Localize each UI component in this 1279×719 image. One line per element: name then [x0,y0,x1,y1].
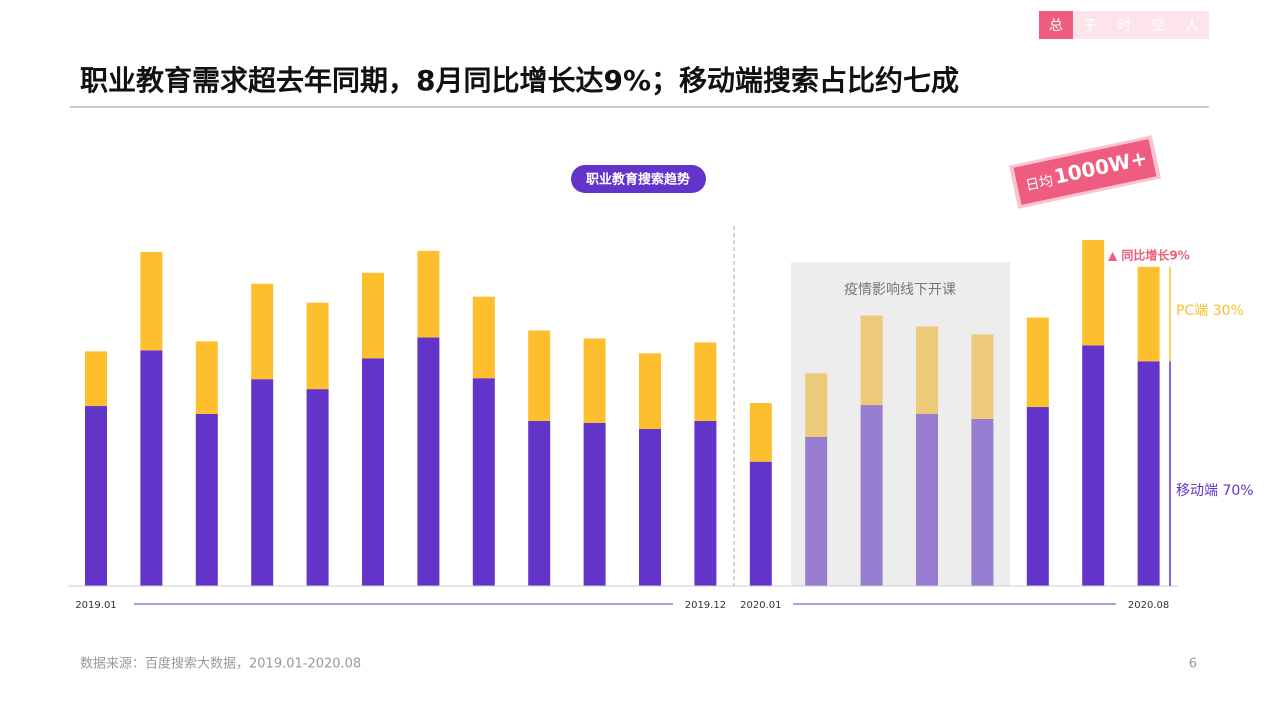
shaded-label: 疫情影响线下开课 [844,282,956,298]
chart-title: 职业教育搜索趋势 [586,172,690,188]
bars [85,239,1160,586]
bar-segment [472,296,495,379]
brand-tab [1039,11,1073,39]
bar-segment [749,403,772,462]
bar-segment [1137,361,1160,586]
bar-segment [1026,407,1049,586]
bar-segment [362,358,384,586]
x-tick-label: 2020.01 [740,600,781,611]
badge-box [1013,139,1157,205]
brand: 总子时空人 [1039,11,1209,39]
bar-segment [85,406,107,586]
page-number: 6 [1189,657,1197,672]
bar-segment [195,341,218,414]
bar-segment [860,405,883,586]
growth-label: ▲ 同比增长9% [1108,248,1190,263]
brand-letter: 子 [1083,18,1097,34]
badge-prefix: 日均 [1024,173,1055,194]
slide-title: 职业教育需求超去年同期，8月同比增长达9%；移动端搜索占比约七成 [80,64,959,97]
source: 数据来源：百度搜索大数据，2019.01-2020.08 [80,656,361,672]
legend-label: 移动端 70% [1176,483,1254,499]
bar-segment [306,389,329,586]
bar-segment [639,353,661,429]
brand-tab [1141,11,1175,39]
brand-tab [1175,11,1209,39]
legend-label: PC端 30% [1176,303,1244,319]
bar-segment [971,334,994,419]
bar-segment [528,420,551,586]
bar-segment [916,413,938,586]
bar-segment [805,373,828,437]
bar-segment [417,250,440,338]
bar-segment [472,378,495,586]
brand-letter: 人 [1185,18,1199,34]
brand-letter: 时 [1117,18,1131,34]
x-tick-label: 2019.12 [685,600,726,611]
brand-letter: 空 [1151,18,1165,34]
legend: 移动端 70% PC端 30% [1169,266,1254,586]
bar-segment [971,418,994,586]
bar-segment [362,272,384,359]
bar-segment [583,338,606,423]
badge: 日均 1000W+ [1009,135,1161,209]
x-tick-label: 2020.08 [1128,600,1169,611]
bar-segment [140,350,163,586]
shaded-region [791,262,1010,586]
bar-segment [1082,239,1105,346]
bar-segment [749,461,772,586]
bar-segment [583,422,606,586]
bar-segment [251,283,274,380]
bar-segment [916,326,938,414]
bar-segment [1026,317,1049,408]
bar-segment [85,351,107,407]
bar-segment [195,413,218,586]
bar-segment [417,337,440,586]
bar-segment [251,379,274,586]
x-tick-label: 2019.01 [75,600,116,611]
bar-segment [694,342,717,421]
bar-segment [860,315,883,406]
bar-segment [306,302,329,390]
brand-letter: 总 [1049,18,1063,34]
bar-segment [1137,266,1160,362]
bar-segment [1082,345,1105,586]
brand-tab [1107,11,1141,39]
chart-title-pill [571,165,706,193]
bar-segment [528,330,551,421]
bar-segment [694,420,717,586]
bar-segment [639,428,661,586]
bar-segment [805,436,828,586]
bar-segment [140,251,163,351]
brand-tab [1073,11,1107,39]
